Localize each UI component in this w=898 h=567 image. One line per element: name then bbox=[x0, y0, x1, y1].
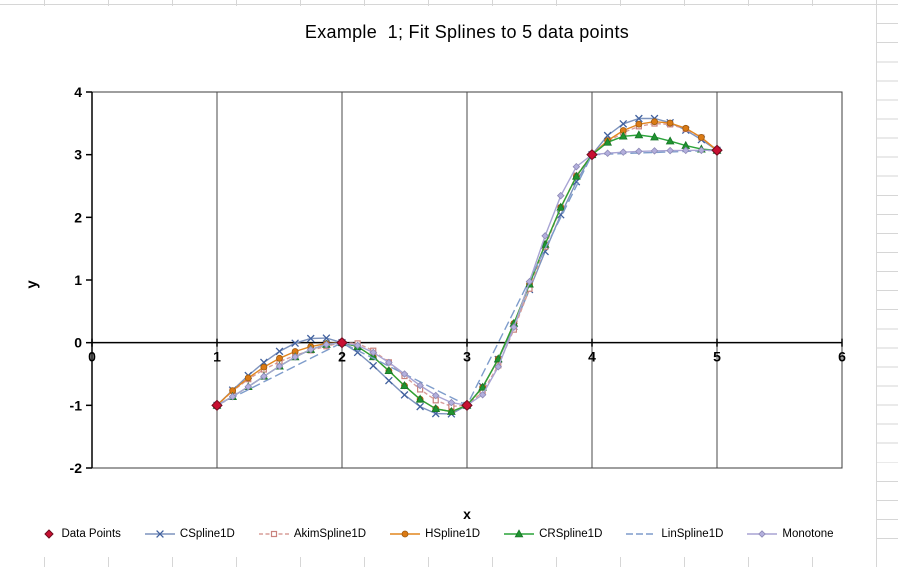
legend-key-triangle-icon bbox=[504, 529, 535, 538]
x-axis-title: x bbox=[463, 506, 471, 522]
y-tick-label: 0 bbox=[74, 335, 82, 351]
y-tick-label: 1 bbox=[74, 272, 82, 288]
y-tick-label: -2 bbox=[70, 460, 83, 476]
legend-key-circle-icon bbox=[390, 530, 421, 538]
legend-key-x-icon bbox=[144, 530, 175, 538]
chart-legend: Data Points CSpline1D AkimSpline1D HSpline1… bbox=[0, 528, 876, 540]
legend-item-crspline1d[interactable]: CRSpline1D bbox=[504, 528, 602, 540]
legend-item-akimspline1d[interactable]: AkimSpline1D bbox=[258, 528, 367, 540]
legend-item-hspline1d[interactable]: HSpline1D bbox=[390, 528, 480, 540]
legend-item-monotone[interactable]: Monotone bbox=[747, 528, 834, 540]
x-tick-label: 3 bbox=[463, 349, 471, 365]
legend-label: LinSpline1D bbox=[661, 528, 724, 540]
y-tick-label: -1 bbox=[70, 397, 83, 413]
legend-label: Data Points bbox=[61, 528, 121, 540]
x-tick-label: 5 bbox=[713, 349, 721, 365]
legend-label: Monotone bbox=[782, 528, 834, 540]
legend-key-diamond-icon bbox=[44, 529, 55, 539]
x-tick-label: 4 bbox=[588, 349, 596, 365]
legend-item-data-points[interactable]: Data Points bbox=[42, 528, 121, 540]
legend-label: HSpline1D bbox=[425, 528, 481, 540]
legend-label: CRSpline1D bbox=[539, 528, 603, 540]
y-tick-label: 4 bbox=[74, 84, 82, 100]
chart-object[interactable]: -2 -1 0 1 2 3 4 0 1 2 3 4 5 6 Example 1; Fit Splines … bbox=[0, 6, 876, 557]
x-tick-label: 6 bbox=[838, 349, 846, 365]
x-tick-label: 2 bbox=[338, 349, 346, 365]
y-tick-label: 2 bbox=[74, 209, 82, 225]
legend-label: AkimSpline1D bbox=[293, 528, 367, 540]
legend-item-linspline1d[interactable]: LinSpline1D bbox=[626, 528, 723, 540]
y-tick-label: 3 bbox=[74, 147, 82, 163]
legend-item-cspline1d[interactable]: CSpline1D bbox=[144, 528, 235, 540]
chart-title: Example 1; Fit Splines to 5 data points bbox=[304, 22, 630, 42]
x-tick-label: 1 bbox=[213, 349, 221, 365]
x-tick-label: 0 bbox=[88, 349, 96, 365]
y-axis-title: y bbox=[23, 280, 41, 289]
legend-key-none-icon bbox=[626, 533, 657, 535]
plot-area: -2 -1 0 1 2 3 4 0 1 2 3 4 5 6 bbox=[70, 84, 847, 476]
legend-key-diamond-small-icon bbox=[747, 530, 778, 538]
legend-label: CSpline1D bbox=[179, 528, 235, 540]
legend-key-square-open-icon bbox=[258, 530, 289, 538]
